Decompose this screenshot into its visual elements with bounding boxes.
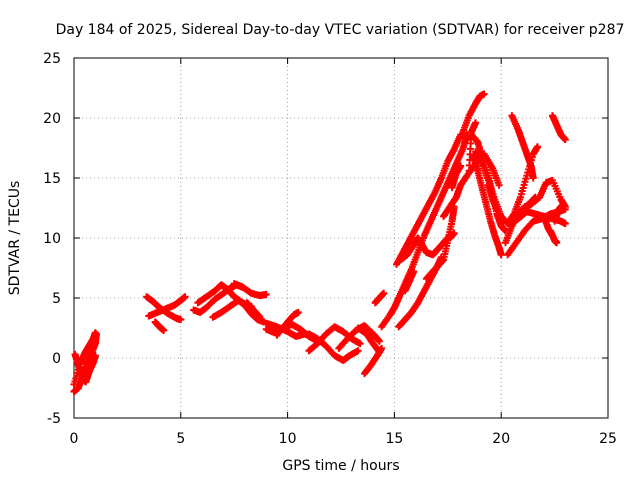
data-point: [354, 347, 362, 355]
track-t35: [484, 181, 501, 213]
x-tick-label: 20: [492, 431, 510, 447]
y-tick-label: 25: [43, 51, 61, 67]
data-point: [559, 200, 567, 208]
data-point: [457, 162, 465, 170]
data-point: [553, 239, 561, 247]
track-t20: [378, 131, 471, 331]
data-point: [561, 220, 569, 228]
data-point: [356, 340, 364, 348]
data-point: [380, 289, 388, 297]
track-t16: [305, 330, 362, 364]
y-tick-label: 10: [43, 231, 61, 247]
data-point: [375, 337, 383, 345]
x-axis-label: GPS time / hours: [282, 458, 399, 474]
data-series: [70, 90, 569, 396]
data-point: [472, 119, 480, 127]
data-point: [294, 308, 302, 316]
x-tick-label: 15: [385, 431, 403, 447]
data-point: [493, 205, 501, 213]
chart-title: Day 184 of 2025, Sidereal Day-to-day VTE…: [56, 22, 625, 38]
track-t29: [448, 162, 465, 192]
track-t28: [446, 229, 458, 242]
x-tick-label: 10: [279, 431, 297, 447]
data-point: [91, 352, 99, 360]
y-tick-label: 5: [52, 291, 61, 307]
x-tick-label: 0: [70, 431, 79, 447]
y-tick-labels: -5 0 5 10 15 20 25: [43, 51, 61, 427]
data-point: [529, 174, 537, 182]
x-tick-label: 5: [176, 431, 185, 447]
y-tick-label: -5: [47, 411, 61, 427]
y-axis-label: SDTVAR / TECUs: [7, 181, 23, 296]
x-tick-labels: 0 5 10 15 20 25: [70, 431, 617, 447]
data-point: [262, 290, 270, 298]
track-t9: [209, 296, 268, 326]
data-point: [181, 293, 189, 301]
y-tick-label: 15: [43, 171, 61, 187]
track-t31: [469, 152, 505, 259]
data-point: [480, 90, 488, 98]
data-point: [531, 193, 539, 201]
data-point: [534, 143, 542, 151]
track-t43: [548, 112, 569, 144]
track-t3: [71, 350, 99, 386]
data-point: [256, 313, 264, 321]
data-point: [561, 136, 569, 144]
track-t42: [546, 227, 561, 247]
y-tick-label: 20: [43, 111, 61, 127]
track-t11: [243, 299, 264, 321]
y-tick-label: 0: [52, 351, 61, 367]
track-t23: [397, 232, 454, 264]
track-t38: [508, 112, 537, 182]
track-t5: [145, 293, 189, 320]
grid-lines: [74, 58, 608, 418]
track-t26: [422, 203, 458, 283]
data-point: [450, 229, 458, 237]
track-t21: [371, 289, 388, 307]
data-point: [378, 344, 386, 352]
data-point: [177, 316, 185, 324]
data-point: [497, 251, 505, 259]
track-t34: [459, 90, 488, 136]
track-t25: [401, 268, 418, 295]
track-t44: [551, 200, 567, 225]
track-t22: [393, 131, 473, 268]
data-point: [410, 268, 418, 276]
x-tick-label: 25: [599, 431, 617, 447]
track-t19: [360, 344, 386, 378]
track-t14: [273, 308, 302, 339]
data-point: [495, 181, 503, 189]
track-t10: [230, 280, 270, 300]
track-t30: [465, 119, 480, 175]
track-t6: [151, 318, 168, 334]
data-point: [91, 329, 99, 337]
data-point: [160, 326, 168, 334]
track-t40: [519, 193, 539, 213]
